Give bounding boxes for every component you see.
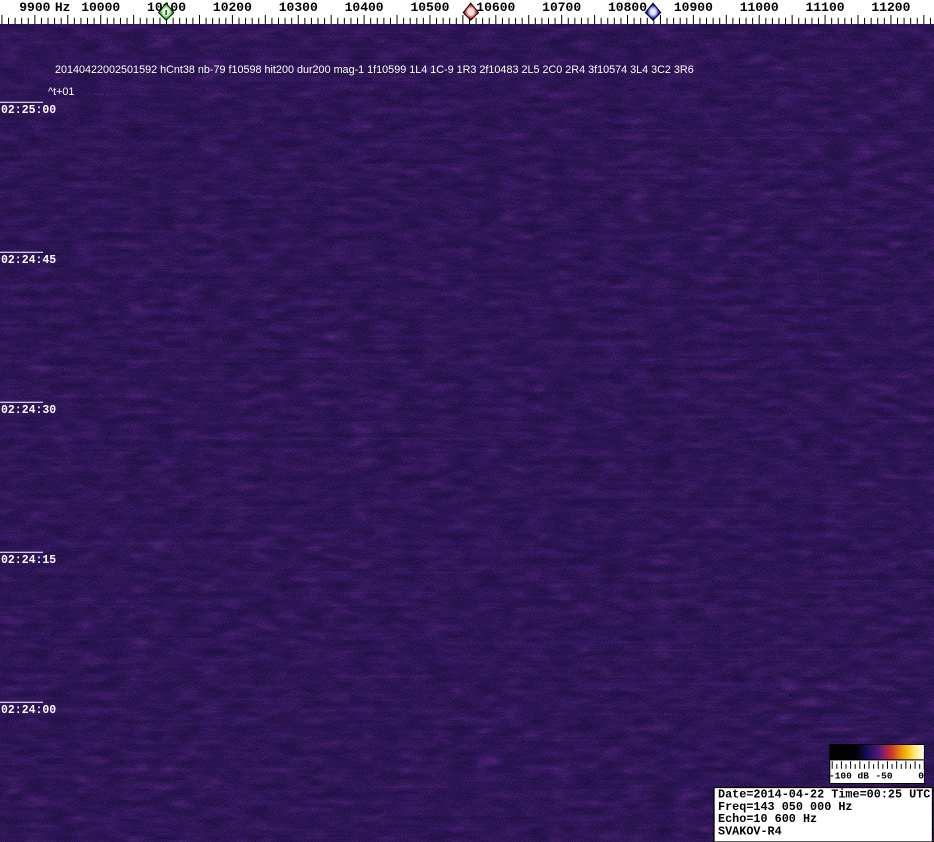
- svg-text:9900: 9900: [19, 0, 50, 15]
- svg-text:10300: 10300: [279, 0, 318, 15]
- svg-text:02:24:00: 02:24:00: [1, 704, 56, 717]
- svg-text:10400: 10400: [345, 0, 384, 15]
- svg-text:10500: 10500: [410, 0, 449, 15]
- svg-text:11100: 11100: [806, 0, 845, 15]
- svg-text:-50: -50: [875, 771, 892, 782]
- svg-text:11000: 11000: [740, 0, 779, 15]
- svg-text:10900: 10900: [674, 0, 713, 15]
- svg-text:-100 dB: -100 dB: [829, 771, 869, 782]
- svg-text:02:24:15: 02:24:15: [1, 554, 56, 567]
- svg-text:02:24:45: 02:24:45: [1, 254, 56, 267]
- svg-text:10200: 10200: [213, 0, 252, 15]
- svg-text:11200: 11200: [871, 0, 910, 15]
- svg-text:10600: 10600: [476, 0, 515, 15]
- svg-text:SVAKOV-R4: SVAKOV-R4: [718, 824, 782, 838]
- svg-text:10000: 10000: [81, 0, 120, 15]
- svg-text:10700: 10700: [542, 0, 581, 15]
- svg-text:10800: 10800: [608, 0, 647, 15]
- svg-text:02:24:30: 02:24:30: [1, 404, 56, 417]
- svg-text:Hz: Hz: [55, 0, 71, 15]
- svg-text:0: 0: [918, 771, 924, 782]
- svg-text:02:25:00: 02:25:00: [1, 104, 56, 117]
